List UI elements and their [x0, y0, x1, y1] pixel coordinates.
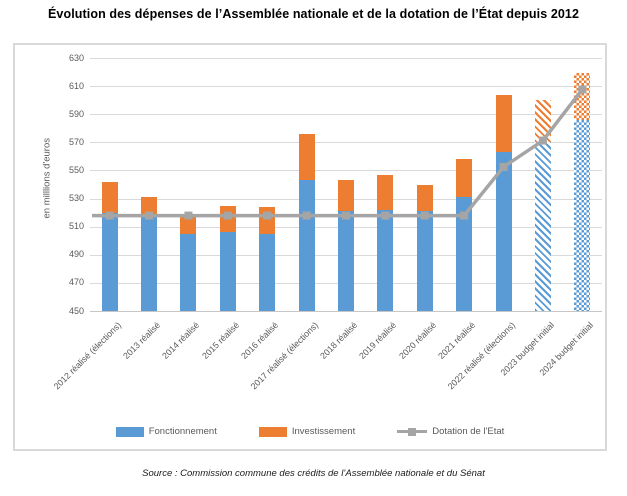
plot-area: 450 470 490 510 530 550 570 590 610 630 2012 réali… — [15, 45, 605, 449]
dotation-marker — [302, 211, 311, 220]
bar-investissement-segment — [495, 94, 512, 153]
bar-fonctionnement-segment — [219, 232, 236, 311]
bar-investissement-segment — [180, 216, 197, 234]
bar-investissement-segment — [456, 159, 473, 198]
bar-investissement-segment — [416, 184, 433, 212]
dotation-marker — [145, 211, 154, 220]
y-tick-label: 550 — [68, 164, 84, 175]
investissement-swatch — [258, 426, 287, 437]
bar-investissement-segment — [338, 180, 354, 212]
dotation-marker — [342, 211, 350, 220]
dotation-line — [92, 88, 584, 218]
bar-fonctionnement-segment — [416, 211, 433, 311]
legend-item-dotation: Dotation de l'Etat — [397, 426, 504, 437]
dotation-marker — [499, 162, 508, 171]
dotation-marker — [538, 136, 547, 145]
y-tick-label: 490 — [68, 249, 84, 260]
bar-investissement-segment — [534, 100, 551, 143]
bar-fonctionnement-segment — [495, 152, 512, 311]
legend-item-investissement: Investissement — [258, 426, 356, 437]
legend-item-fonctionnement: Fonctionnement — [115, 426, 217, 437]
gridline — [90, 142, 602, 144]
y-tick-label: 530 — [68, 193, 84, 204]
bar-fonctionnement-segment — [456, 197, 473, 311]
dotation-marker — [381, 211, 390, 220]
gridline — [90, 170, 602, 172]
dotation-marker-glyph — [408, 427, 417, 436]
dotation-line-swatch — [397, 427, 428, 437]
bar-fonctionnement-segment — [574, 119, 591, 311]
bar-fonctionnement-segment — [180, 233, 197, 311]
legend: Fonctionnement Investissement Dotation d… — [15, 426, 605, 437]
bar-fonctionnement-segment — [534, 142, 551, 311]
bar-fonctionnement-segment — [101, 212, 118, 311]
dotation-marker — [420, 211, 429, 220]
bar-investissement-segment — [298, 133, 315, 181]
chart-title: Évolution des dépenses de l’Assemblée na… — [47, 7, 580, 21]
bar-investissement-segment — [377, 174, 394, 210]
y-tick-label: 450 — [68, 305, 84, 316]
dotation-marker — [223, 211, 232, 220]
y-tick-label: 590 — [68, 108, 84, 119]
source-caption: Source : Commission commune des crédits … — [142, 468, 485, 479]
bar-investissement-segment — [574, 73, 591, 120]
bar-fonctionnement-segment — [377, 209, 394, 311]
bar-fonctionnement-segment — [141, 215, 158, 311]
legend-label: Dotation de l'Etat — [432, 426, 505, 437]
gridline — [90, 58, 602, 59]
dotation-marker — [184, 211, 193, 220]
dotation-marker — [578, 85, 587, 94]
bar-fonctionnement-segment — [259, 233, 276, 311]
x-axis-line — [90, 311, 602, 312]
y-tick-label: 470 — [68, 277, 84, 288]
dotation-marker — [460, 211, 469, 220]
fonctionnement-swatch — [115, 426, 144, 437]
y-tick-label: 570 — [68, 136, 84, 147]
dotation-marker — [263, 211, 272, 220]
gridline — [90, 114, 602, 116]
legend-label: Investissement — [291, 426, 356, 437]
y-tick-label: 510 — [68, 221, 84, 232]
bar-fonctionnement-segment — [338, 211, 354, 311]
bar-investissement-segment — [101, 181, 118, 213]
gridline — [90, 86, 602, 88]
chart-frame: en milllions d'euros 450 470 490 510 530 550 5… — [13, 43, 607, 451]
y-tick-label: 630 — [68, 52, 84, 63]
dotation-line-series — [92, 85, 587, 220]
bar-investissement-segment — [141, 197, 158, 216]
dotation-marker — [105, 211, 114, 220]
legend-label: Fonctionnement — [148, 426, 217, 437]
y-tick-label: 610 — [68, 80, 84, 91]
